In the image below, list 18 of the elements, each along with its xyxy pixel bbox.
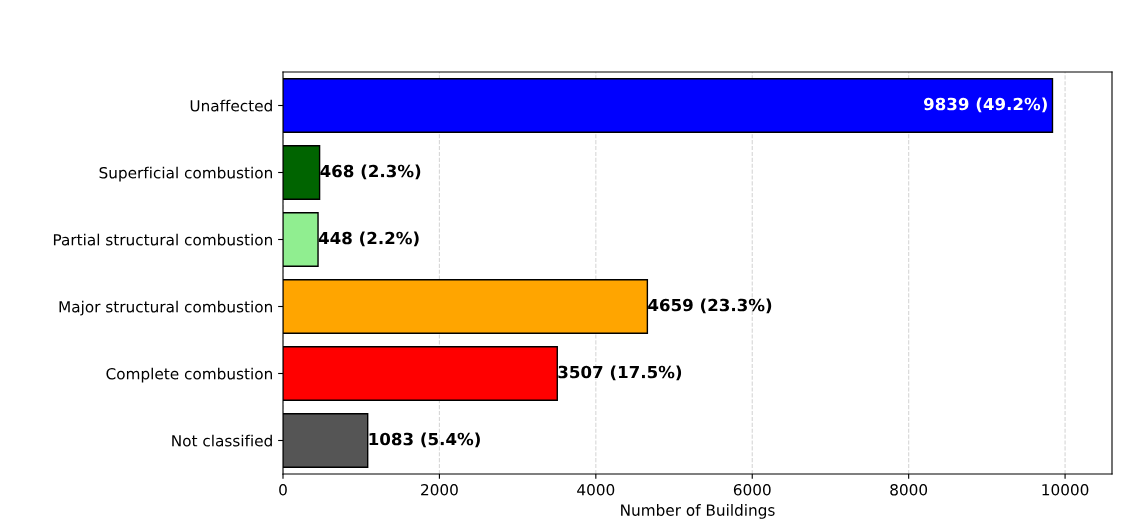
data-label: 4659 (23.3%) — [648, 298, 772, 314]
data-label: 9839 (49.2%) — [923, 97, 1047, 113]
x-axis-title: Number of Buildings — [621, 504, 775, 519]
y-tick-label: Superficial combustion — [99, 166, 272, 182]
y-tick-label: Not classified — [172, 434, 272, 447]
data-label: 3507 (17.5%) — [558, 365, 682, 381]
data-label: 468 (2.3%) — [320, 164, 421, 180]
y-tick-label: Unaffected — [190, 99, 272, 112]
x-tick-label: 10000 — [1042, 483, 1089, 496]
data-label: 1083 (5.4%) — [369, 432, 480, 448]
y-tick-label: Major structural combustion — [59, 300, 272, 316]
y-tick-label: Complete combustion — [106, 367, 272, 383]
x-tick-label: 4000 — [577, 483, 615, 496]
y-tick-label: Partial structural combustion — [53, 233, 272, 246]
x-tick-label: 2000 — [421, 483, 458, 496]
x-tick-label: 0 — [279, 483, 287, 496]
x-tick-label: 8000 — [890, 483, 928, 496]
x-tick-label: 6000 — [733, 483, 771, 496]
